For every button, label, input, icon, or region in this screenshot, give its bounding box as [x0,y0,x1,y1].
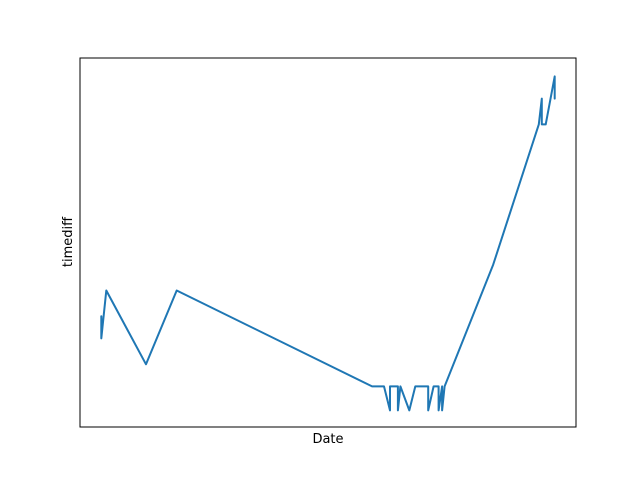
y-axis-label: timediff [61,216,76,267]
plot-area [79,57,577,428]
x-axis-label: Date [312,432,343,447]
series-line-timediff [100,75,556,412]
